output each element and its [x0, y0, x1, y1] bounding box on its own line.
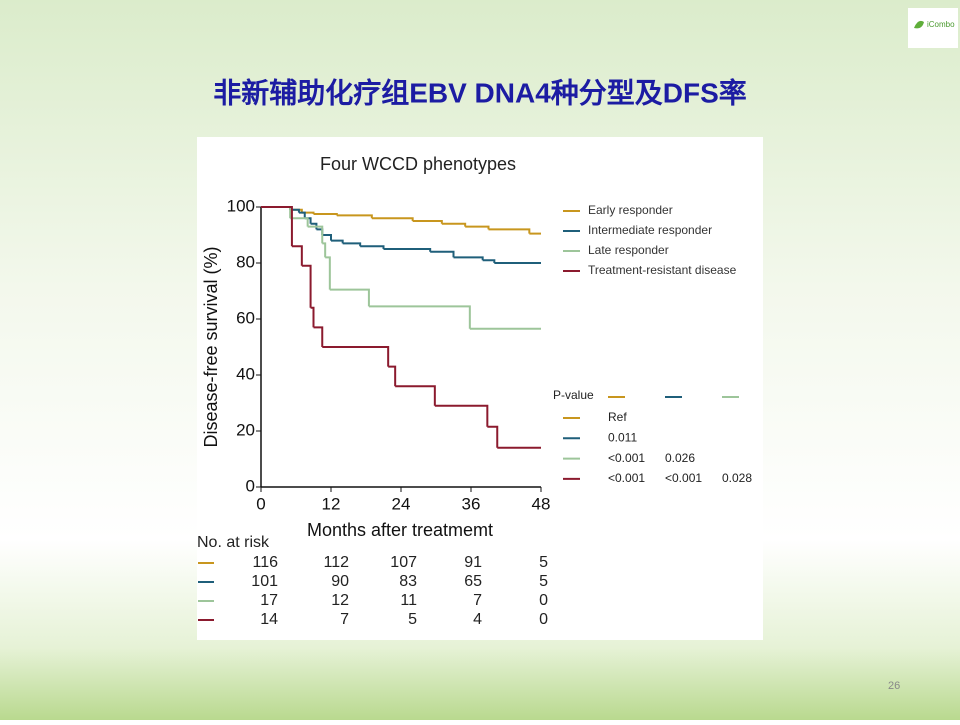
- survival-step: [322, 346, 390, 367]
- p-value: 0.011: [608, 430, 637, 444]
- risk-count: 65: [464, 573, 482, 590]
- risk-count: 5: [539, 573, 548, 590]
- p-value: <0.001: [665, 471, 702, 485]
- risk-count: 7: [340, 611, 349, 628]
- risk-count: 83: [399, 573, 417, 590]
- survival-step: [325, 256, 331, 290]
- chart-title: Four WCCD phenotypes: [320, 154, 516, 174]
- risk-count: 112: [323, 554, 349, 571]
- x-tick-label: 36: [462, 494, 481, 513]
- risk-count: 0: [539, 611, 548, 628]
- survival-step: [487, 425, 499, 448]
- p-value: Ref: [608, 410, 627, 424]
- logo-leaf: [914, 20, 924, 29]
- risk-count: 17: [260, 592, 278, 609]
- survival-step: [290, 217, 309, 227]
- survival-step: [322, 234, 332, 241]
- p-value: <0.001: [608, 471, 645, 485]
- survival-step: [482, 259, 496, 263]
- survival-step: [488, 228, 531, 234]
- legend-label: Late responder: [588, 243, 669, 257]
- legend-label: Treatment-resistant disease: [588, 263, 737, 277]
- survival-step: [412, 220, 443, 224]
- risk-count: 0: [539, 592, 548, 609]
- p-value-title: P-value: [553, 388, 594, 402]
- p-value: 0.028: [722, 471, 752, 485]
- x-tick-label: 0: [256, 494, 265, 513]
- survival-step: [310, 306, 315, 328]
- survival-step: [313, 213, 338, 216]
- risk-count: 91: [464, 554, 482, 571]
- y-tick-label: 80: [236, 252, 255, 271]
- y-tick-label: 0: [246, 476, 255, 495]
- slide-title: 非新辅助化疗组EBV DNA4种分型及DFS率: [213, 76, 747, 108]
- risk-count: 90: [331, 573, 349, 590]
- survival-step: [301, 264, 312, 308]
- risk-count: 14: [260, 611, 278, 628]
- risk-count: 12: [331, 592, 349, 609]
- risk-table-title: No. at risk: [197, 534, 270, 551]
- risk-count: 7: [473, 592, 482, 609]
- survival-step: [336, 214, 373, 219]
- risk-count: 116: [252, 554, 278, 571]
- x-tick-label: 48: [532, 494, 551, 513]
- legend-label: Intermediate responder: [588, 223, 712, 237]
- survival-step: [395, 385, 436, 406]
- y-tick-label: 60: [236, 308, 255, 327]
- survival-step: [291, 245, 303, 266]
- risk-count: 11: [400, 592, 417, 609]
- y-tick-label: 100: [227, 196, 255, 215]
- survival-step: [307, 225, 324, 244]
- survival-step: [388, 365, 397, 387]
- y-axis-label: Disease-free survival (%): [201, 246, 221, 447]
- risk-count: 5: [539, 554, 548, 571]
- page-number: 26: [888, 680, 900, 692]
- risk-count: 107: [390, 554, 417, 571]
- survival-step: [368, 305, 471, 329]
- x-tick-label: 12: [322, 494, 341, 513]
- p-value: 0.026: [665, 451, 695, 465]
- x-axis-label: Months after treatmemt: [307, 520, 493, 540]
- y-tick-label: 20: [236, 420, 255, 439]
- p-value: <0.001: [608, 451, 645, 465]
- risk-count: 4: [473, 611, 482, 628]
- y-tick-label: 40: [236, 364, 255, 383]
- logo-text: iCombo: [927, 20, 955, 29]
- x-tick-label: 24: [392, 494, 411, 513]
- legend-label: Early responder: [588, 203, 673, 217]
- survival-step: [313, 326, 324, 347]
- survival-step: [261, 206, 293, 247]
- survival-step: [329, 288, 370, 307]
- risk-count: 101: [251, 573, 278, 590]
- risk-count: 5: [408, 611, 417, 628]
- survival-step: [322, 242, 327, 258]
- survival-step: [434, 404, 489, 427]
- survival-step: [298, 211, 306, 219]
- survival-step: [430, 250, 455, 258]
